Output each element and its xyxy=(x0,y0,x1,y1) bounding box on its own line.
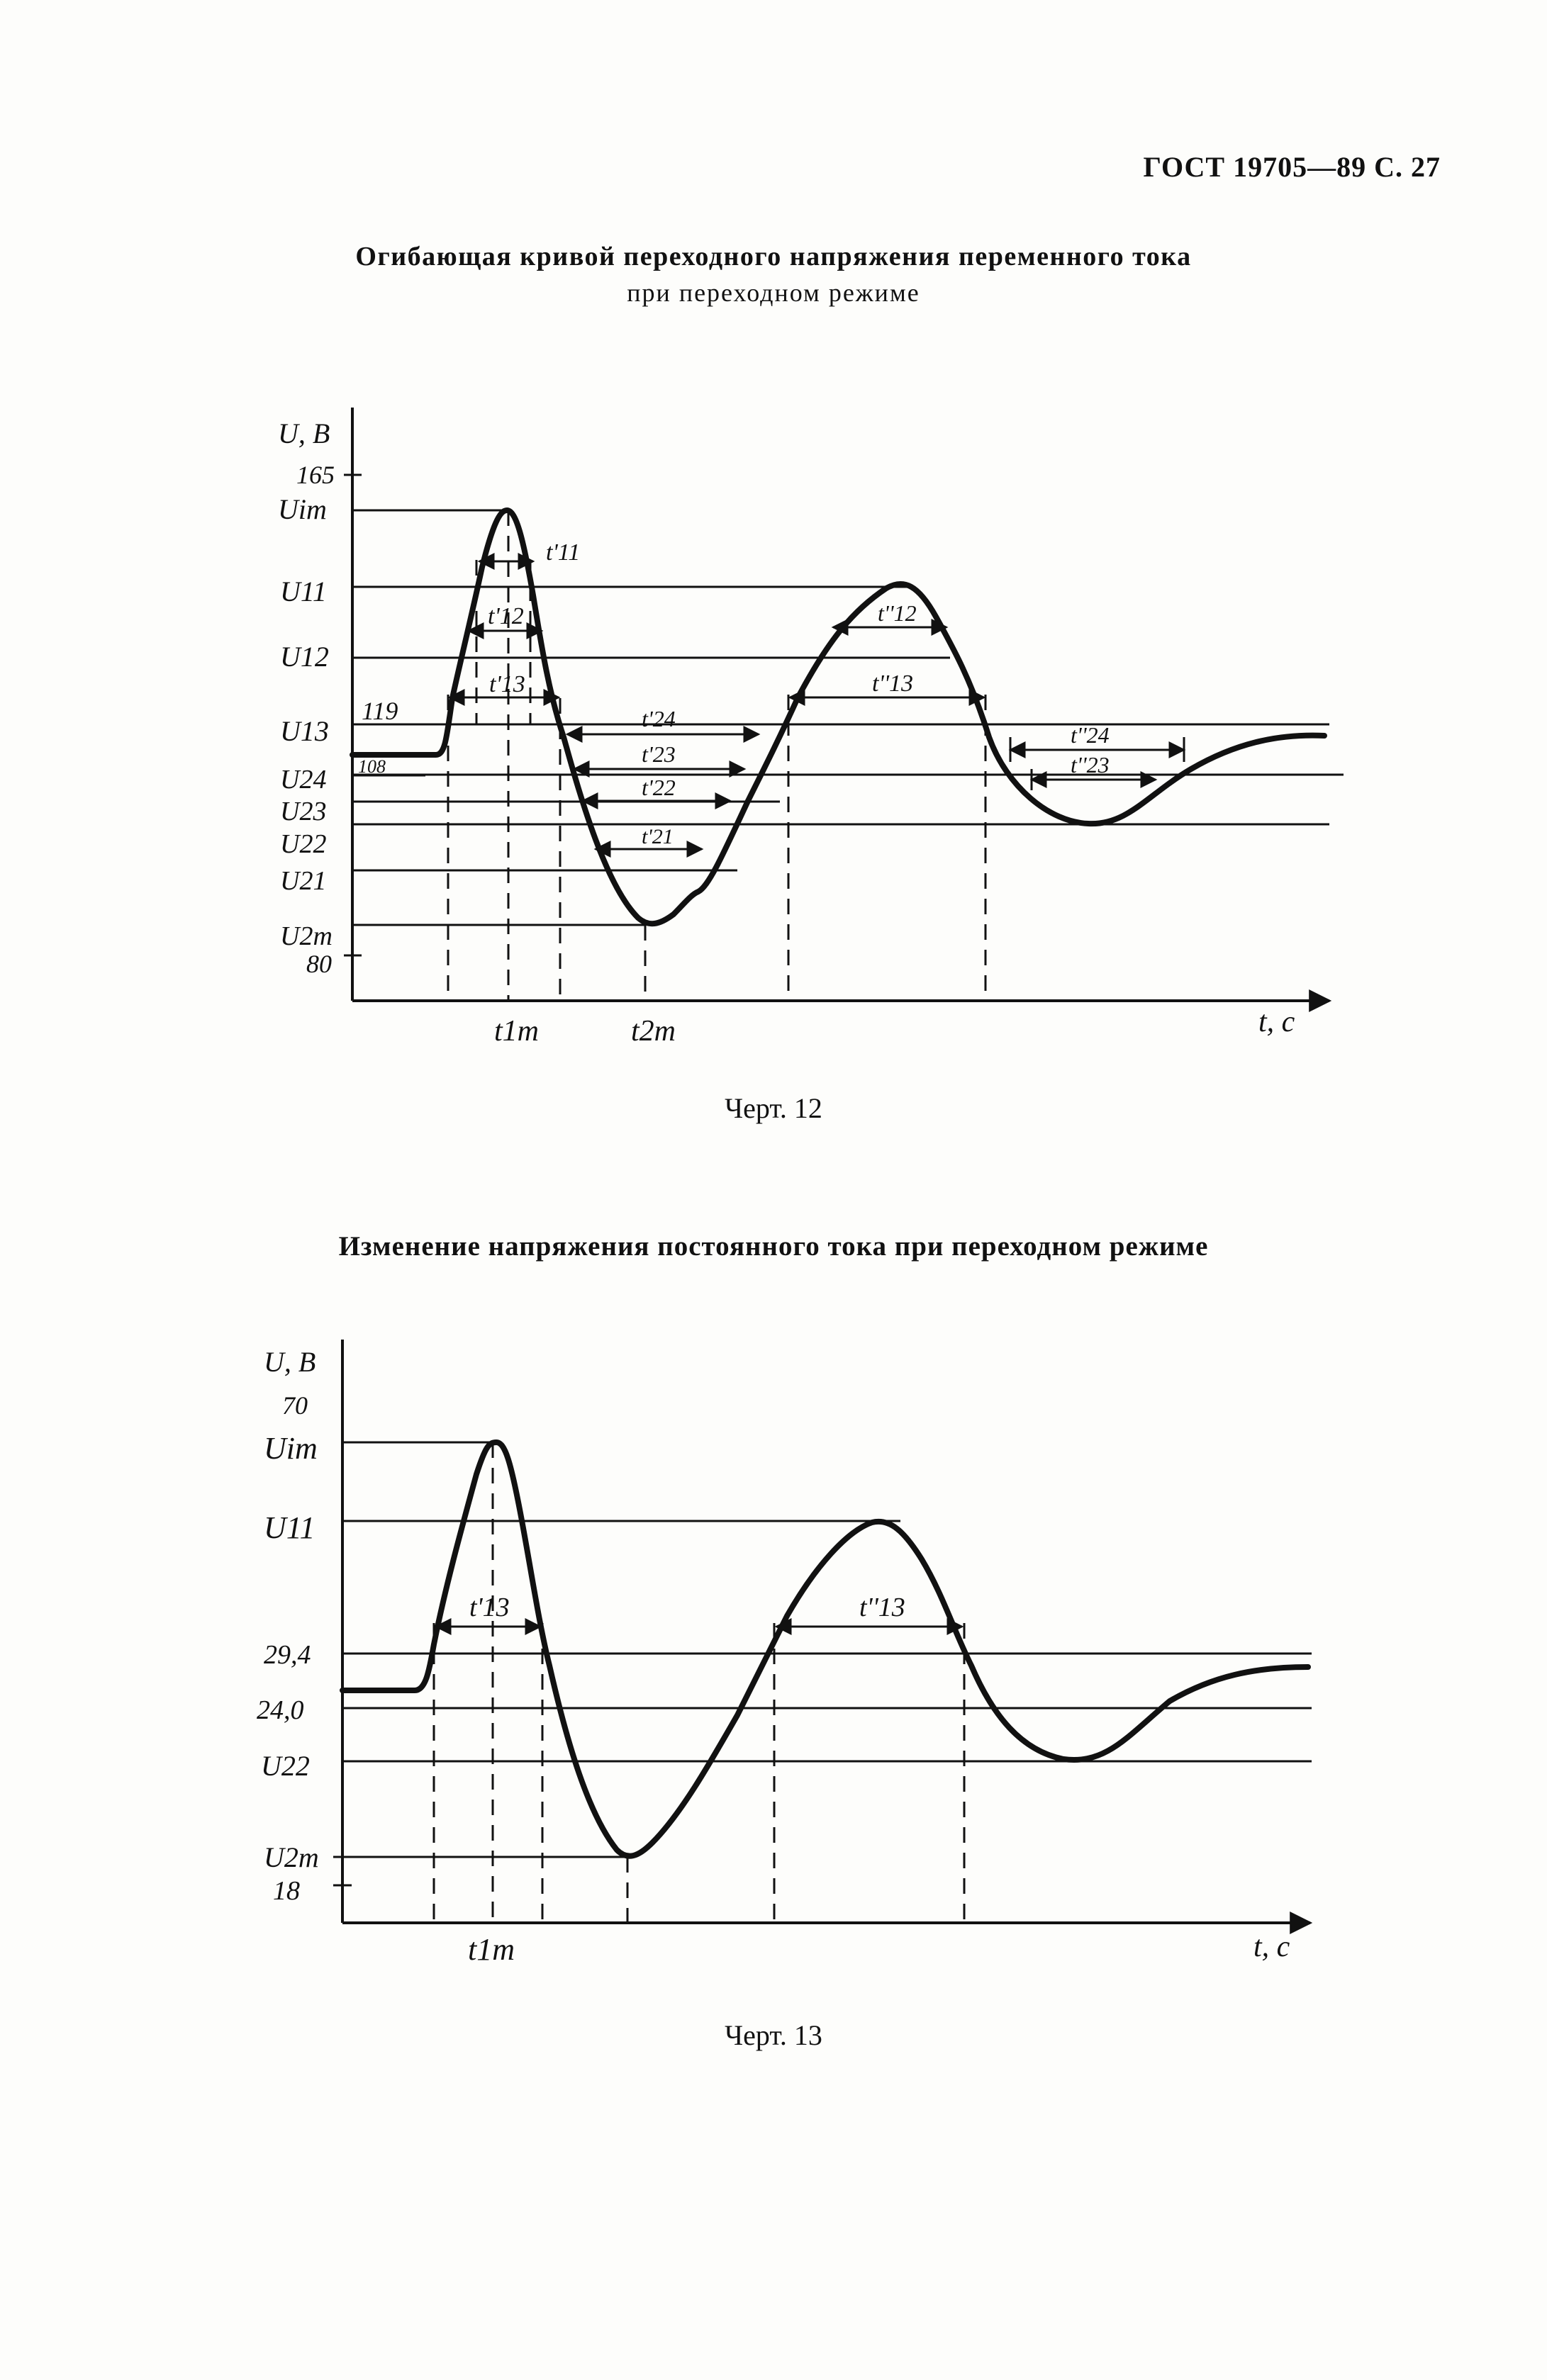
figure1-interval-t13pp: t''13 xyxy=(872,670,913,697)
figure2-caption: Черт. 13 xyxy=(725,2019,822,2051)
figure1-tick-u12: U12 xyxy=(280,641,329,673)
figure1-tick-165: 165 xyxy=(296,461,335,489)
figure2-curve xyxy=(340,1439,1311,1859)
figure1-curve xyxy=(350,507,1327,927)
figure1-interval-t23p: t'23 xyxy=(642,741,676,767)
figure2-title: Изменение напряжения постоянного тока пр… xyxy=(338,1231,1209,1262)
figure1-tick-u22: U22 xyxy=(280,829,326,859)
figure2-x-label: t, c xyxy=(1253,1931,1290,1963)
figure2-tick-u22: U22 xyxy=(261,1750,310,1782)
figure1-tick-u23: U23 xyxy=(280,797,326,826)
figure1-interval-t22p: t'22 xyxy=(642,775,676,800)
figure1-tick-u11: U11 xyxy=(280,576,327,607)
figure1-tick-uim: Uim xyxy=(278,493,327,525)
figure2-tick-294: 29,4 xyxy=(264,1640,311,1670)
figure1-level-108: 108 xyxy=(358,756,386,777)
figure2-tick-240: 24,0 xyxy=(257,1695,304,1725)
figure1-tick-u2m: U2m xyxy=(280,921,333,951)
figure1-interval-t24pp: t''24 xyxy=(1071,722,1110,748)
figure2-chart: U, B 70 Uim U11 29,4 24,0 U22 U2m 18 t'1… xyxy=(257,1340,1313,1967)
figure1-interval-t11p: t'11 xyxy=(546,539,580,566)
figure1-t1m: t1m xyxy=(494,1015,539,1048)
figure1-tick-u24: U24 xyxy=(280,765,326,795)
figure1-tick-u21: U21 xyxy=(280,866,326,896)
figure1-interval-t12pp: t''12 xyxy=(878,600,917,626)
figure1-interval-t21p: t'21 xyxy=(642,825,674,848)
figure1-interval-t24p: t'24 xyxy=(642,706,676,731)
figure2-t1m: t1m xyxy=(468,1932,515,1967)
figure2-y-label: U, B xyxy=(264,1346,315,1378)
figure1-tick-u13: U13 xyxy=(280,715,329,747)
figure1-interval-t13p: t'13 xyxy=(489,671,525,697)
figure1-tick-80: 80 xyxy=(306,950,332,978)
figure2-tick-u11: U11 xyxy=(264,1510,315,1545)
figure1-level-119: 119 xyxy=(362,697,398,725)
figure1-title-line2: при переходном режиме xyxy=(627,279,920,307)
figure1-caption: Черт. 12 xyxy=(725,1092,822,1124)
page-header: ГОСТ 19705—89 С. 27 xyxy=(1143,151,1441,183)
figure1-y-label: U, B xyxy=(278,417,330,449)
figure1-x-label: t, c xyxy=(1258,1006,1295,1038)
figure1-interval-t12p: t'12 xyxy=(488,603,524,629)
figure1-chart: U, B 165 Uim U11 U12 U13 U24 U23 U22 U21… xyxy=(278,408,1344,1048)
figure2-interval-t13p: t'13 xyxy=(469,1593,510,1622)
figure1-title-line1: Огибающая кривой переходного напряжения … xyxy=(355,242,1192,271)
figure2-tick-u2m: U2m xyxy=(264,1841,319,1873)
figure2-tick-70: 70 xyxy=(282,1391,308,1420)
figure1-interval-t23pp: t''23 xyxy=(1071,752,1110,778)
figure2-tick-18: 18 xyxy=(273,1876,300,1906)
figure1-t2m: t2m xyxy=(631,1015,676,1048)
figure2-interval-t13pp: t''13 xyxy=(859,1593,905,1622)
figure2-tick-uim: Uim xyxy=(264,1431,318,1466)
